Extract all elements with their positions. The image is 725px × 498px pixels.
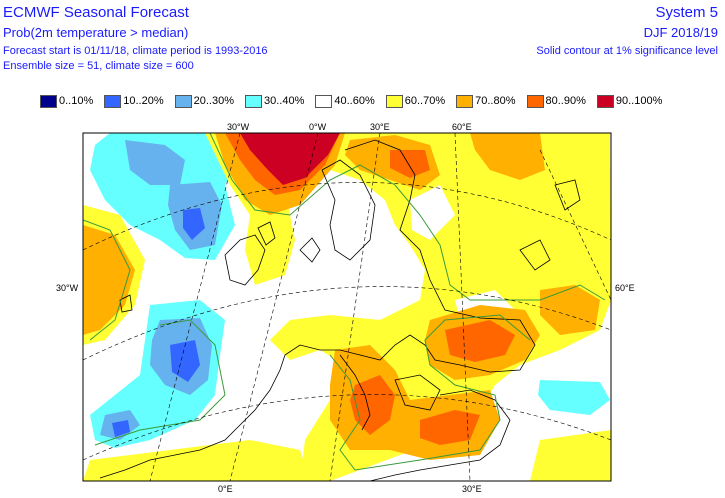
legend-item-0: 0..10% xyxy=(40,94,94,108)
legend-swatch xyxy=(596,94,614,108)
lon-label-30e-top: 30°E xyxy=(370,122,390,132)
lon-label-30e-bottom: 30°E xyxy=(462,484,482,494)
darkred-region xyxy=(240,133,340,185)
legend-item-5: 60..70% xyxy=(385,94,446,108)
legend-item-3: 30..40% xyxy=(245,94,305,108)
chart-title: ECMWF Seasonal Forecast xyxy=(3,4,189,21)
legend-label: 20..30% xyxy=(193,95,234,107)
legend-label: 10..20% xyxy=(123,95,164,107)
lon-label-0-top: 0°W xyxy=(309,122,327,132)
legend-swatch xyxy=(174,94,192,108)
coastlines xyxy=(99,139,581,481)
legend-item-4: 40..60% xyxy=(315,94,375,108)
lat-label-30w-left: 30°W xyxy=(56,283,79,293)
legend-label: 40..60% xyxy=(334,95,375,107)
legend-item-1: 10..20% xyxy=(104,94,164,108)
legend-label: 90..100% xyxy=(615,95,663,107)
legend-swatch xyxy=(456,94,474,108)
lon-label-60e-top: 60°E xyxy=(452,122,472,132)
lat-label-60e-right: 60°E xyxy=(615,283,635,293)
legend-item-7: 80..90% xyxy=(526,94,586,108)
system-label: System 5 xyxy=(655,4,718,21)
legend-swatch xyxy=(526,94,544,108)
chart-subtitle: Prob(2m temperature > median) xyxy=(3,25,189,40)
season-label: DJF 2018/19 xyxy=(643,25,718,40)
legend-label: 80..90% xyxy=(545,95,586,107)
legend-swatch xyxy=(315,94,333,108)
lon-label-30w-top: 30°W xyxy=(227,122,250,132)
legend-label: 70..80% xyxy=(475,95,516,107)
legend-label: 30..40% xyxy=(264,95,305,107)
probability-legend: 0..10% 10..20% 20..30% 30..40% 40..60% 6… xyxy=(40,93,673,109)
legend-item-6: 70..80% xyxy=(456,94,516,108)
lon-label-0-bottom: 0°E xyxy=(218,484,233,494)
significance-note: Solid contour at 1% significance level xyxy=(536,45,718,57)
legend-swatch xyxy=(385,94,403,108)
map-field xyxy=(83,133,611,481)
legend-label: 0..10% xyxy=(59,95,94,107)
significance-contour xyxy=(83,133,606,471)
blue-region xyxy=(112,208,205,437)
legend-item-2: 20..30% xyxy=(174,94,234,108)
ensemble-size-info: Ensemble size = 51, climate size = 600 xyxy=(3,60,194,72)
axis-labels: 30°W 0°W 30°E 60°E 30°W 60°E 0°E 30°E xyxy=(56,122,635,494)
legend-swatch xyxy=(40,94,57,108)
forecast-start-info: Forecast start is 01/11/18, climate peri… xyxy=(3,45,268,57)
legend-swatch xyxy=(245,94,262,108)
legend-label: 60..70% xyxy=(404,95,446,107)
graticule xyxy=(83,133,611,481)
probability-map: 30°W 0°W 30°E 60°E 30°W 60°E 0°E 30°E xyxy=(56,122,635,494)
legend-item-8: 90..100% xyxy=(596,94,663,108)
map-frame xyxy=(82,132,612,482)
legend-swatch xyxy=(104,94,122,108)
